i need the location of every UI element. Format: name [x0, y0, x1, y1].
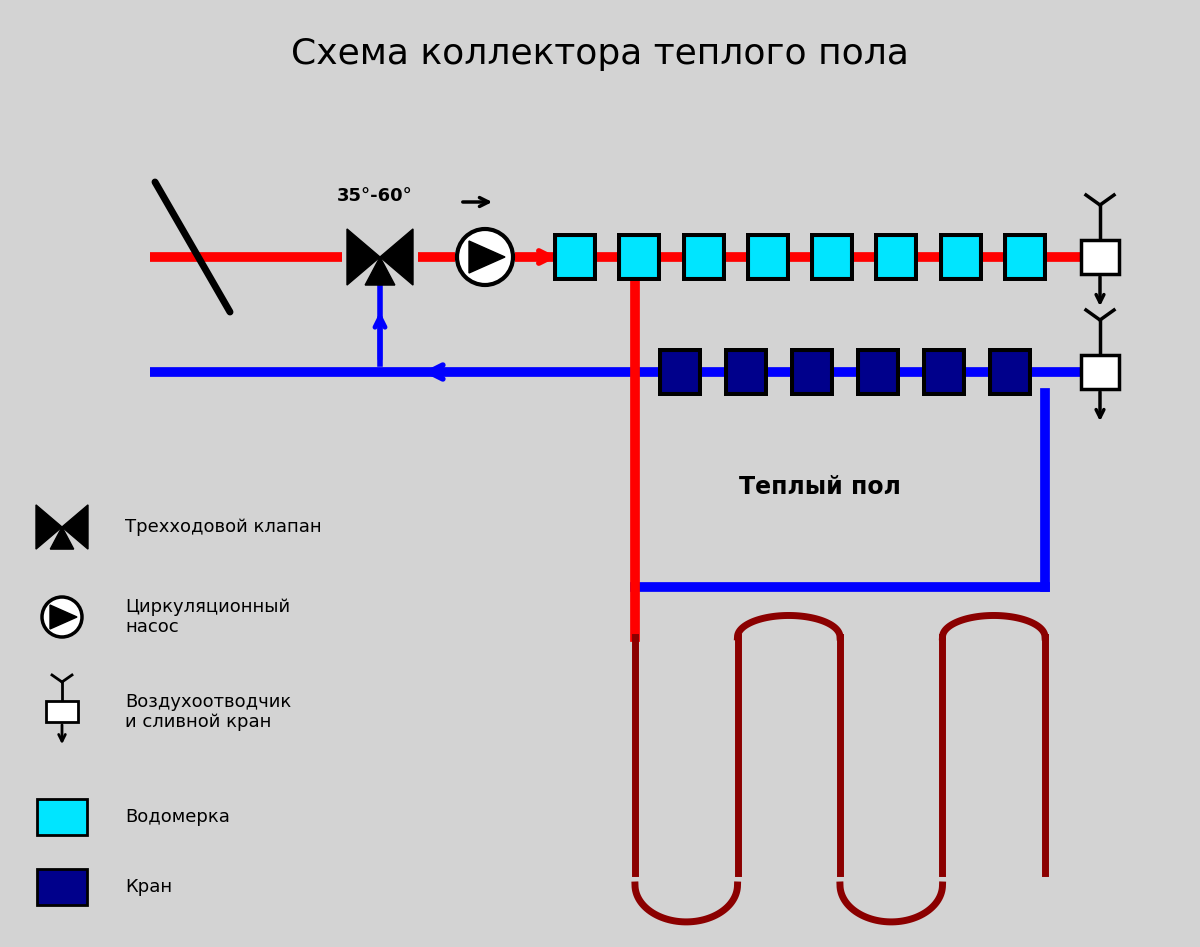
- Text: Схема коллектора теплого пола: Схема коллектора теплого пола: [292, 37, 908, 71]
- Bar: [793, 351, 830, 393]
- Bar: [727, 351, 766, 393]
- Bar: [988, 348, 1032, 396]
- Polygon shape: [347, 229, 380, 285]
- Polygon shape: [380, 229, 413, 285]
- Bar: [1006, 236, 1044, 278]
- Bar: [1003, 233, 1046, 281]
- Polygon shape: [365, 257, 395, 285]
- Text: Трехходовой клапан: Трехходовой клапан: [125, 518, 322, 536]
- Bar: [877, 236, 916, 278]
- Bar: [749, 236, 787, 278]
- Polygon shape: [50, 605, 77, 629]
- Bar: [991, 351, 1030, 393]
- Bar: [684, 236, 722, 278]
- Bar: [859, 351, 898, 393]
- Bar: [1081, 355, 1120, 389]
- Bar: [942, 236, 979, 278]
- Bar: [617, 233, 661, 281]
- Bar: [938, 233, 983, 281]
- Bar: [922, 348, 966, 396]
- Bar: [682, 233, 726, 281]
- Bar: [556, 236, 594, 278]
- Bar: [810, 233, 854, 281]
- Polygon shape: [50, 527, 73, 549]
- Bar: [658, 348, 702, 396]
- Bar: [856, 348, 900, 396]
- Bar: [724, 348, 768, 396]
- Text: Водомерка: Водомерка: [125, 808, 230, 826]
- Bar: [746, 233, 790, 281]
- Text: Теплый пол: Теплый пол: [739, 475, 901, 499]
- Bar: [875, 233, 918, 281]
- Polygon shape: [36, 505, 62, 549]
- Text: Кран: Кран: [125, 878, 172, 896]
- Bar: [37, 869, 88, 905]
- Bar: [661, 351, 698, 393]
- Text: Циркуляционный
насос: Циркуляционный насос: [125, 598, 290, 636]
- Bar: [37, 799, 88, 835]
- Bar: [1081, 240, 1120, 274]
- Text: Воздухоотводчик
и сливной кран: Воздухоотводчик и сливной кран: [125, 692, 292, 731]
- Circle shape: [457, 229, 514, 285]
- Circle shape: [42, 597, 82, 637]
- Bar: [814, 236, 851, 278]
- Bar: [925, 351, 964, 393]
- Bar: [620, 236, 659, 278]
- Bar: [553, 233, 596, 281]
- Text: 35°-60°: 35°-60°: [337, 187, 413, 205]
- Polygon shape: [62, 505, 88, 549]
- Bar: [46, 701, 78, 722]
- Polygon shape: [469, 241, 505, 273]
- Bar: [790, 348, 834, 396]
